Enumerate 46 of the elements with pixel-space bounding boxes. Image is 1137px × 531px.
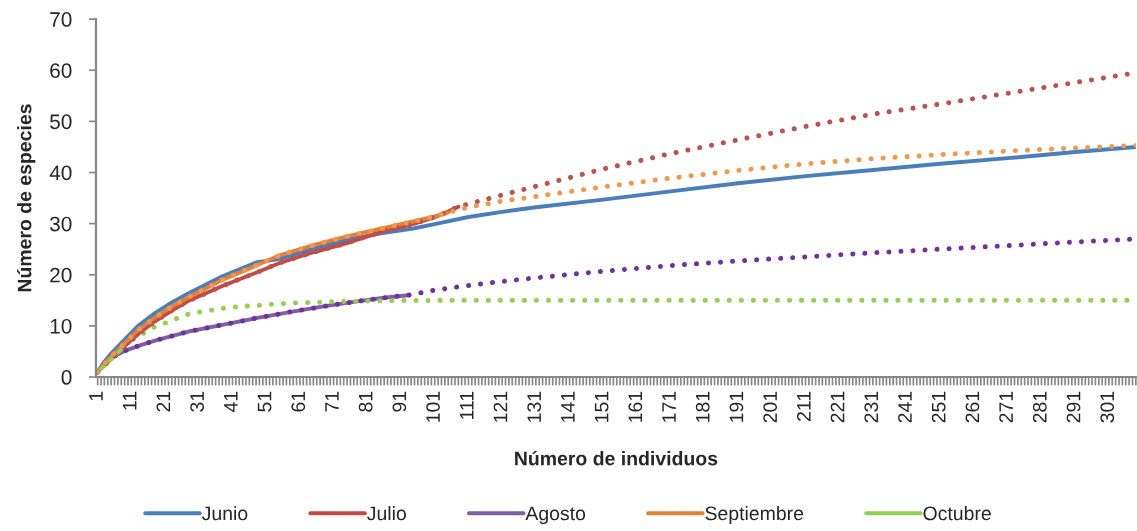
x-tick-label: 301 bbox=[1100, 391, 1115, 423]
x-tick-label: 241 bbox=[898, 391, 912, 423]
y-axis-title: Número de especies bbox=[17, 104, 36, 292]
legend-label: Junio bbox=[201, 505, 248, 521]
x-tick-label: 121 bbox=[493, 391, 508, 422]
x-tick-label: 81 bbox=[358, 391, 373, 412]
x-tick-label: 131 bbox=[527, 391, 542, 422]
y-tick-label: 70 bbox=[50, 12, 72, 27]
legend-label: Septiembre bbox=[705, 505, 804, 525]
x-tick-label: 141 bbox=[561, 391, 575, 422]
y-tick-label: 0 bbox=[61, 370, 72, 385]
x-tick-label: 151 bbox=[594, 391, 609, 422]
x-tick-label: 201 bbox=[763, 391, 778, 423]
x-tick-label: 271 bbox=[999, 391, 1013, 423]
y-tick-label: 20 bbox=[50, 267, 72, 283]
x-tick-label: 191 bbox=[729, 391, 744, 422]
x-tick-label: 281 bbox=[1032, 391, 1047, 423]
x-tick-label: 291 bbox=[1066, 391, 1081, 423]
x-tick-label: 61 bbox=[291, 391, 306, 412]
x-tick-label: 161 bbox=[628, 391, 643, 422]
legend-label: Agosto bbox=[525, 506, 586, 525]
x-tick-label: 91 bbox=[392, 391, 407, 412]
x-tick-label: 221 bbox=[830, 391, 845, 423]
legend-label: Julio bbox=[367, 505, 406, 521]
x-tick-label: 111 bbox=[460, 391, 474, 419]
y-tick-label: 30 bbox=[49, 216, 72, 232]
x-tick-label: 261 bbox=[965, 391, 980, 423]
x-tick-label: 231 bbox=[864, 391, 879, 423]
x-tick-label: 171 bbox=[662, 391, 676, 422]
legend-label: Octubre bbox=[923, 505, 991, 521]
y-tick-label: 60 bbox=[50, 63, 72, 78]
x-tick-label: 211 bbox=[796, 391, 811, 421]
x-tick-label: 21 bbox=[156, 391, 171, 412]
x-tick-label: 181 bbox=[695, 391, 710, 422]
x-tick-label: 51 bbox=[257, 391, 272, 412]
x-tick-label: 101 bbox=[426, 391, 440, 422]
x-tick-label: 1 bbox=[89, 391, 103, 401]
x-tick-label: 71 bbox=[325, 391, 339, 412]
x-axis-title: Número de individuos bbox=[515, 450, 718, 466]
x-tick-label: 41 bbox=[224, 391, 238, 413]
y-tick-label: 10 bbox=[50, 318, 72, 334]
y-tick-label: 40 bbox=[49, 165, 72, 181]
x-tick-label: 11 bbox=[123, 391, 137, 410]
x-tick-label: 31 bbox=[190, 391, 204, 412]
x-tick-label: 251 bbox=[931, 391, 946, 423]
y-tick-label: 50 bbox=[50, 114, 72, 130]
